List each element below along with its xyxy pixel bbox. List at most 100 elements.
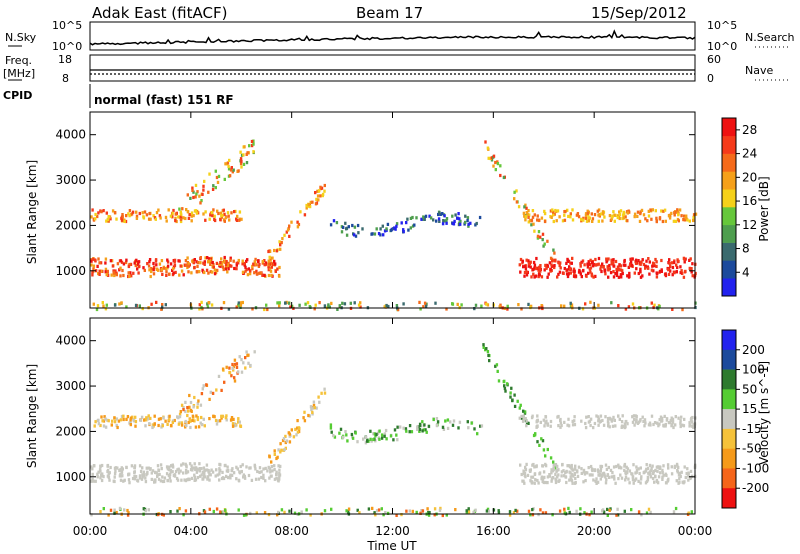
echo-cell-6 [615,267,618,272]
echo-cell-6 [617,265,620,269]
echo-cell-7 [539,420,542,424]
echo-cell-0 [278,468,281,472]
echo-cell-8 [433,513,436,517]
echo-cell-8 [558,509,562,513]
echo-cell-5 [522,409,525,413]
echo-cell-2 [141,211,144,215]
echo-cell-2 [239,424,242,428]
echo-cell-8 [590,510,593,514]
echo-cell-3 [198,194,201,198]
echo-cell-6 [519,270,522,274]
echo-cell-8 [623,509,626,513]
echo-cell-6 [654,257,657,262]
echo-cell-7 [633,423,636,427]
echo-cell-2 [191,414,195,418]
echo-cell-1 [318,400,321,404]
echo-cell-6 [550,479,553,483]
echo-cell-8 [359,301,362,305]
echo-cell-2 [143,210,147,214]
echo-cell-0 [242,475,245,479]
echo-cell-6 [566,268,569,272]
echo-cell-1 [311,200,314,204]
echo-cell-7 [561,219,565,223]
echo-cell-6 [594,257,597,262]
echo-cell-0 [96,472,99,476]
echo-cell-0 [121,467,124,471]
echo-cell-0 [112,479,115,483]
echo-cell-8 [356,508,359,512]
echo-cell-0 [198,462,201,466]
echo-cell-6 [552,463,555,467]
echo-cell-1 [305,206,308,210]
echo-cell-6 [547,272,550,276]
echo-cell-0 [181,462,185,466]
echo-cell-3 [231,170,234,174]
echo-cell-6 [612,258,615,262]
echo-cell-4 [344,221,347,225]
echo-cell-0 [148,258,152,262]
echo-cell-6 [631,475,635,479]
echo-cell-0 [139,469,143,473]
echo-cell-0 [236,467,239,471]
echo-cell-2 [99,423,102,428]
echo-cell-7 [620,420,624,424]
echo-cell-1 [319,185,322,189]
echo-cell-6 [525,462,528,466]
echo-cell-6 [610,261,613,265]
echo-cell-6 [679,265,682,269]
echo-cell-2 [237,417,240,421]
echo-cell-8 [176,509,179,513]
echo-cell-0 [183,263,186,267]
echo-cell-6 [530,275,533,279]
echo-cell-2 [128,209,132,213]
echo-cell-8 [306,301,310,305]
echo-cell-6 [667,272,671,276]
echo-cell-2 [117,419,121,423]
echo-cell-0 [208,259,211,263]
echo-cell-8 [105,303,108,307]
echo-cell-3 [225,365,228,369]
nsky-panel [89,21,696,51]
echo-cell-8 [222,510,225,514]
echo-cell-8 [126,513,130,517]
echo-cell-1 [312,400,316,404]
echo-cell-7 [664,424,667,428]
echo-cell-5 [489,156,492,161]
echo-cell-6 [617,463,620,467]
echo-cell-8 [206,302,209,306]
echo-cell-8 [330,507,333,511]
echo-cell-5 [488,359,491,363]
echo-cell-8 [454,508,457,512]
echo-cell-0 [201,470,204,474]
echo-cell-7 [616,215,619,220]
echo-cell-8 [203,510,207,514]
echo-cell-2 [144,418,147,422]
echo-cell-6 [615,273,619,277]
echo-cell-7 [672,425,675,430]
echo-cell-7 [531,414,534,418]
echo-cell-0 [203,262,206,266]
echo-cell-0 [114,269,117,273]
echo-cell-6 [684,475,687,480]
echo-cell-6 [586,471,589,475]
echo-cell-6 [639,267,642,271]
echo-cell-0 [198,467,201,471]
power-colorbar-segment [722,278,736,297]
echo-cell-7 [582,216,585,220]
echo-cell-6 [530,475,533,479]
echo-cell-8 [141,307,144,311]
echo-cell-2 [115,217,118,221]
echo-cell-8 [419,511,422,515]
echo-cell-0 [165,273,168,277]
echo-cell-7 [559,421,563,425]
echo-cell-0 [168,465,171,469]
echo-cell-4 [441,425,445,429]
echo-cell-6 [532,272,535,276]
echo-cell-3 [196,405,199,409]
echo-cell-0 [270,261,273,265]
ytick-label: 4000 [55,334,86,348]
echo-cell-0 [275,476,278,480]
echo-cell-8 [353,301,356,305]
echo-cell-1 [296,220,299,224]
echo-cell-6 [524,468,528,472]
